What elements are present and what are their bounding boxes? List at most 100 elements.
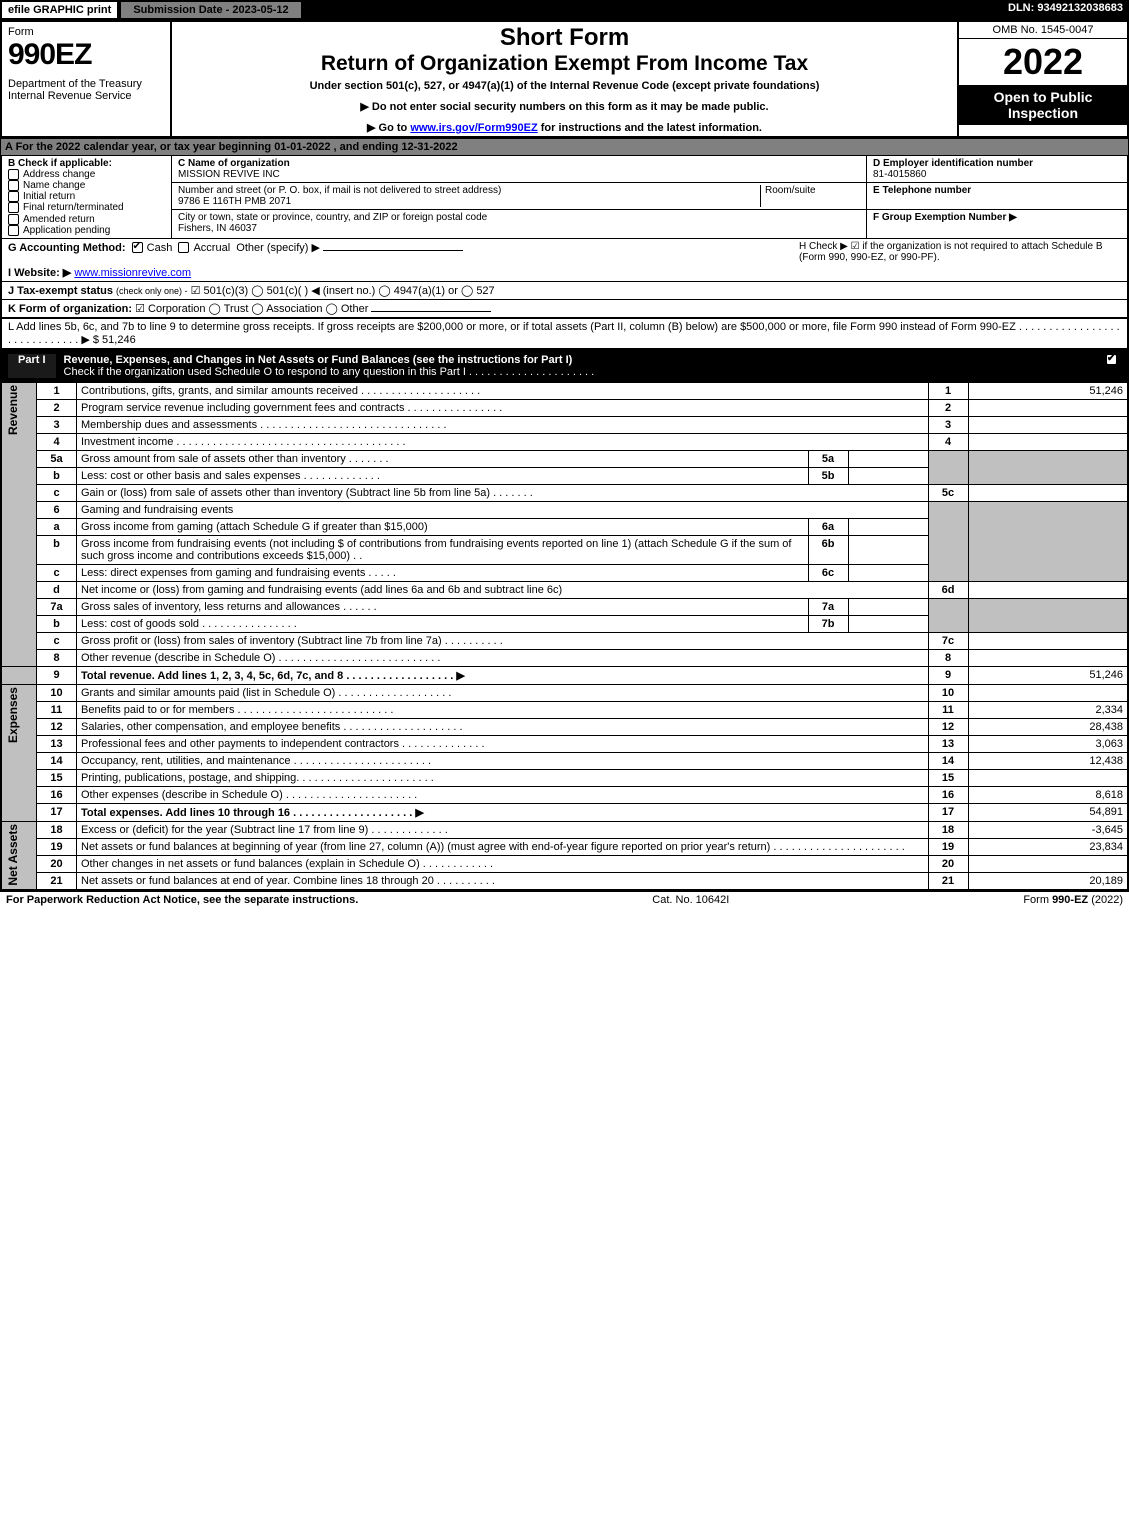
l3-ln: 3: [928, 416, 968, 433]
chk-amended[interactable]: [8, 214, 19, 225]
bullet-1: ▶ Do not enter social security numbers o…: [182, 100, 947, 113]
chk-initial[interactable]: [8, 191, 19, 202]
bullet2-post: for instructions and the latest informat…: [538, 122, 762, 134]
chk-name[interactable]: [8, 180, 19, 191]
l16-ln: 16: [928, 786, 968, 803]
chk-accrual[interactable]: [178, 242, 189, 253]
form-number: 990EZ: [8, 38, 164, 72]
footer-right-pre: Form: [1023, 894, 1052, 906]
l21-desc: Net assets or fund balances at end of ye…: [77, 872, 929, 889]
l12-num: 12: [37, 718, 77, 735]
l7ab-grey: [928, 598, 968, 632]
expenses-sidebar: Expenses: [1, 684, 37, 821]
l5b-sub: 5b: [808, 467, 848, 484]
section-a: A For the 2022 calendar year, or tax yea…: [0, 138, 1129, 156]
footer-right-bold: 990-EZ: [1052, 894, 1088, 906]
group-label: F Group Exemption Number ▶: [873, 212, 1017, 223]
l12-desc: Salaries, other compensation, and employ…: [77, 718, 929, 735]
l2-amt: [968, 399, 1128, 416]
section-gh: G Accounting Method: Cash Accrual Other …: [0, 238, 1129, 281]
l1-ln: 1: [928, 382, 968, 399]
dept-label: Department of the Treasury Internal Reve…: [8, 78, 164, 102]
section-bcde: B Check if applicable: Address change Na…: [0, 156, 1129, 238]
l7a-subval: [848, 598, 928, 615]
top-bar: efile GRAPHIC print Submission Date - 20…: [0, 0, 1129, 20]
l3-desc: Membership dues and assessments . . . . …: [77, 416, 929, 433]
expenses-label: Expenses: [6, 687, 32, 743]
l11-desc: Benefits paid to or for members . . . . …: [77, 701, 929, 718]
l17-num: 17: [37, 803, 77, 821]
l20-desc: Other changes in net assets or fund bala…: [77, 855, 929, 872]
l6d-desc: Net income or (loss) from gaming and fun…: [77, 581, 929, 598]
footer-right-post: (2022): [1088, 894, 1123, 906]
l6a-sub: 6a: [808, 518, 848, 535]
chk-final[interactable]: [8, 202, 19, 213]
l10-desc: Grants and similar amounts paid (list in…: [77, 684, 929, 701]
l7b-sub: 7b: [808, 615, 848, 632]
l4-desc: Investment income . . . . . . . . . . . …: [77, 433, 929, 450]
l17-desc-b: Total expenses. Add lines 10 through 16 …: [81, 807, 424, 819]
l16-num: 16: [37, 786, 77, 803]
city-cell: City or town, state or province, country…: [172, 210, 866, 236]
l17-ln: 17: [928, 803, 968, 821]
l5a-subval: [848, 450, 928, 467]
l5c-desc: Gain or (loss) from sale of assets other…: [77, 484, 929, 501]
header-left: Form 990EZ Department of the Treasury In…: [2, 22, 172, 136]
l5b-num: b: [37, 467, 77, 484]
part-i-checkbox[interactable]: [1106, 354, 1117, 365]
l7c-amt: [968, 632, 1128, 649]
l8-ln: 8: [928, 649, 968, 666]
irs-link[interactable]: www.irs.gov/Form990EZ: [410, 122, 537, 134]
l5c-num: c: [37, 484, 77, 501]
l2-ln: 2: [928, 399, 968, 416]
ein-cell: D Employer identification number 81-4015…: [867, 156, 1127, 183]
l21-num: 21: [37, 872, 77, 889]
l10-num: 10: [37, 684, 77, 701]
efile-word: efile: [8, 4, 30, 16]
l6c-subval: [848, 564, 928, 581]
l18-amt: -3,645: [968, 821, 1128, 838]
opt-amended: Amended return: [23, 214, 95, 225]
l4-amt: [968, 433, 1128, 450]
l6b-num: b: [37, 535, 77, 564]
form-word: Form: [8, 26, 164, 38]
l15-ln: 15: [928, 769, 968, 786]
website-link[interactable]: www.missionrevive.com: [74, 267, 191, 279]
l4-num: 4: [37, 433, 77, 450]
l5a-num: 5a: [37, 450, 77, 467]
l13-amt: 3,063: [968, 735, 1128, 752]
j-sub: (check only one) -: [116, 286, 188, 296]
l17-desc: Total expenses. Add lines 10 through 16 …: [77, 803, 929, 821]
chk-pending[interactable]: [8, 225, 19, 236]
l7b-num: b: [37, 615, 77, 632]
l16-amt: 8,618: [968, 786, 1128, 803]
col-c: C Name of organization MISSION REVIVE IN…: [172, 156, 867, 238]
l5ab-grey-amt: [968, 450, 1128, 484]
l21-amt: 20,189: [968, 872, 1128, 889]
l6d-num: d: [37, 581, 77, 598]
l15-amt: [968, 769, 1128, 786]
footer-center: Cat. No. 10642I: [652, 894, 729, 906]
col-b: B Check if applicable: Address change Na…: [2, 156, 172, 238]
j-label: J Tax-exempt status: [8, 285, 113, 297]
room-label: Room/suite: [765, 185, 816, 196]
l13-desc: Professional fees and other payments to …: [77, 735, 929, 752]
g-cash: Cash: [147, 242, 173, 254]
g-accrual: Accrual: [193, 242, 230, 254]
netassets-sidebar: Net Assets: [1, 821, 37, 889]
g-label: G Accounting Method:: [8, 242, 126, 254]
i-label: I Website: ▶: [8, 267, 71, 279]
chk-address[interactable]: [8, 169, 19, 180]
group-cell: F Group Exemption Number ▶: [867, 210, 1127, 225]
efile-label: efile GRAPHIC print: [0, 0, 119, 20]
l6c-desc: Less: direct expenses from gaming and fu…: [77, 564, 809, 581]
l15-desc: Printing, publications, postage, and shi…: [77, 769, 929, 786]
street-cell: Number and street (or P. O. box, if mail…: [172, 183, 866, 210]
l5a-sub: 5a: [808, 450, 848, 467]
col-de: D Employer identification number 81-4015…: [867, 156, 1127, 238]
section-l: L Add lines 5b, 6c, and 7b to line 9 to …: [0, 318, 1129, 350]
part-i-title-text: Revenue, Expenses, and Changes in Net As…: [64, 354, 573, 366]
chk-cash[interactable]: [132, 242, 143, 253]
l2-desc: Program service revenue including govern…: [77, 399, 929, 416]
l16-desc: Other expenses (describe in Schedule O) …: [77, 786, 929, 803]
